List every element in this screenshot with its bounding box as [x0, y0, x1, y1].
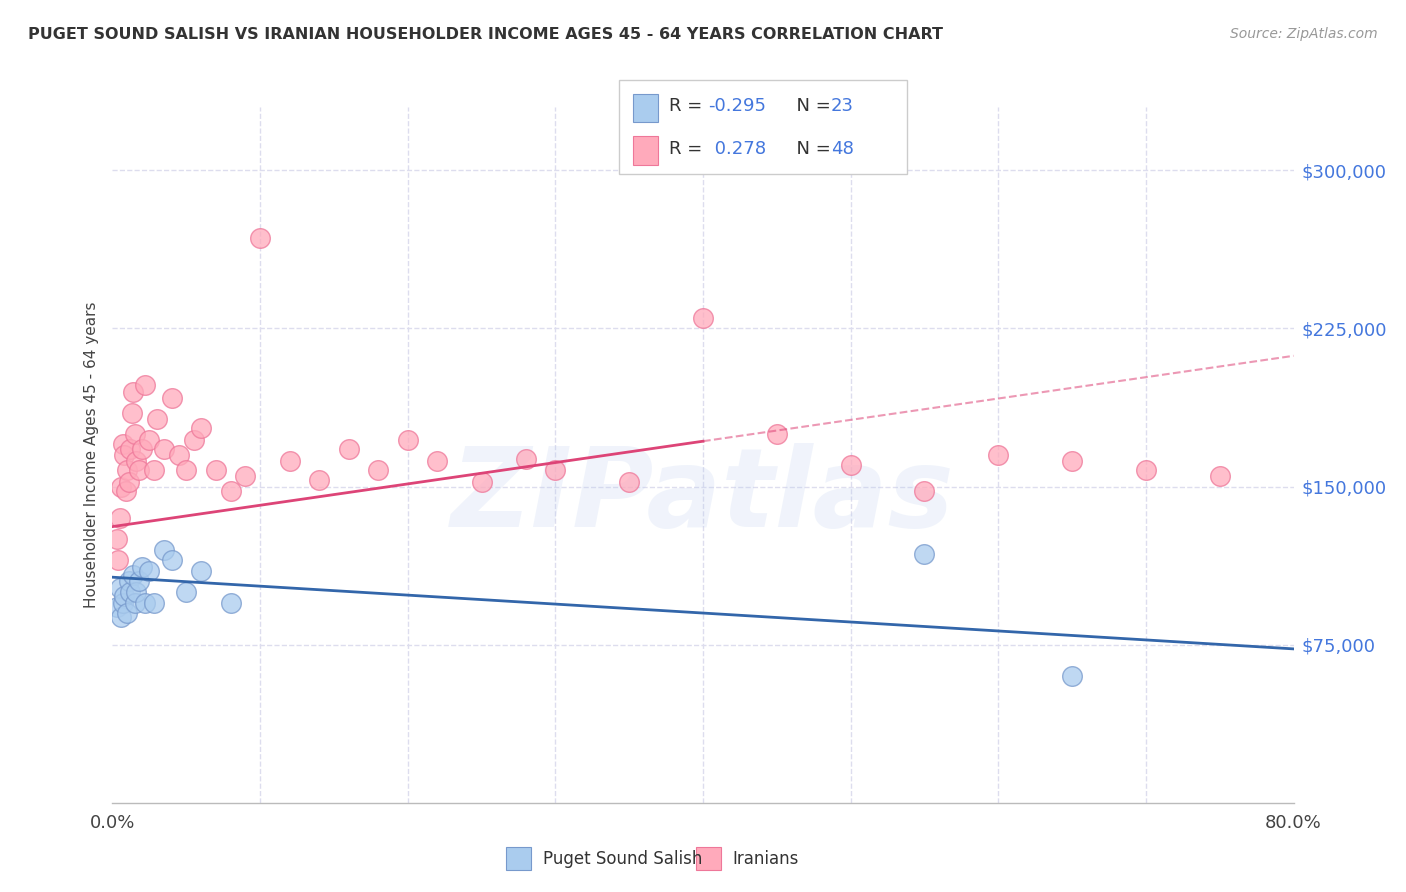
- Point: [138, 564, 160, 578]
- Point: [110, 610, 132, 624]
- Point: [138, 433, 160, 447]
- Point: [1135, 463, 1157, 477]
- Point: [111, 437, 134, 451]
- Text: -0.295: -0.295: [709, 96, 766, 114]
- Point: [426, 454, 449, 468]
- Point: [1062, 669, 1084, 683]
- Text: 48: 48: [831, 140, 853, 158]
- Point: [396, 433, 419, 447]
- Text: Source: ZipAtlas.com: Source: ZipAtlas.com: [1230, 27, 1378, 41]
- Text: N =: N =: [785, 96, 837, 114]
- Point: [131, 559, 153, 574]
- Point: [146, 412, 169, 426]
- Point: [128, 574, 150, 589]
- Point: [124, 595, 146, 609]
- Point: [337, 442, 360, 456]
- Point: [167, 448, 190, 462]
- Point: [142, 463, 165, 477]
- Point: [124, 426, 146, 441]
- Point: [117, 463, 138, 477]
- Point: [249, 231, 271, 245]
- Text: R =: R =: [669, 140, 709, 158]
- Point: [122, 568, 145, 582]
- Point: [105, 599, 128, 614]
- Point: [112, 589, 135, 603]
- Point: [183, 433, 205, 447]
- Point: [131, 442, 153, 456]
- Point: [367, 463, 389, 477]
- Point: [233, 469, 256, 483]
- Point: [219, 483, 242, 498]
- Point: [278, 454, 301, 468]
- Point: [120, 442, 142, 456]
- Text: Puget Sound Salish: Puget Sound Salish: [543, 849, 702, 868]
- Point: [108, 511, 131, 525]
- Point: [174, 585, 197, 599]
- Point: [839, 458, 862, 473]
- Point: [107, 553, 129, 567]
- Point: [108, 581, 131, 595]
- Point: [160, 391, 183, 405]
- Point: [308, 473, 330, 487]
- Point: [766, 426, 789, 441]
- Point: [128, 463, 150, 477]
- Point: [120, 585, 142, 599]
- Text: 23: 23: [831, 96, 853, 114]
- Point: [125, 454, 148, 468]
- Point: [125, 585, 148, 599]
- Point: [205, 463, 228, 477]
- Y-axis label: Householder Income Ages 45 - 64 years: Householder Income Ages 45 - 64 years: [83, 301, 98, 608]
- Point: [914, 483, 936, 498]
- Point: [153, 542, 176, 557]
- Text: R =: R =: [669, 96, 709, 114]
- Point: [515, 452, 537, 467]
- Text: 0.278: 0.278: [709, 140, 766, 158]
- Point: [122, 384, 145, 399]
- Point: [105, 533, 128, 547]
- Point: [142, 595, 165, 609]
- Text: ZIPatlas: ZIPatlas: [451, 443, 955, 550]
- Point: [117, 606, 138, 620]
- Point: [619, 475, 641, 490]
- Point: [118, 574, 141, 589]
- Point: [219, 595, 242, 609]
- Point: [174, 463, 197, 477]
- Text: PUGET SOUND SALISH VS IRANIAN HOUSEHOLDER INCOME AGES 45 - 64 YEARS CORRELATION : PUGET SOUND SALISH VS IRANIAN HOUSEHOLDE…: [28, 27, 943, 42]
- Point: [118, 475, 141, 490]
- Point: [1208, 469, 1232, 483]
- Point: [110, 479, 132, 493]
- Point: [121, 406, 143, 420]
- Point: [190, 420, 212, 434]
- Point: [153, 442, 176, 456]
- Point: [134, 595, 156, 609]
- Text: N =: N =: [785, 140, 837, 158]
- Point: [1062, 454, 1084, 468]
- Point: [112, 448, 135, 462]
- Point: [111, 595, 134, 609]
- Point: [134, 378, 156, 392]
- Point: [160, 553, 183, 567]
- Point: [470, 475, 494, 490]
- Point: [190, 564, 212, 578]
- Point: [114, 483, 136, 498]
- Text: Iranians: Iranians: [733, 849, 799, 868]
- Point: [914, 547, 936, 561]
- Point: [692, 310, 714, 325]
- Point: [544, 463, 567, 477]
- Point: [987, 448, 1010, 462]
